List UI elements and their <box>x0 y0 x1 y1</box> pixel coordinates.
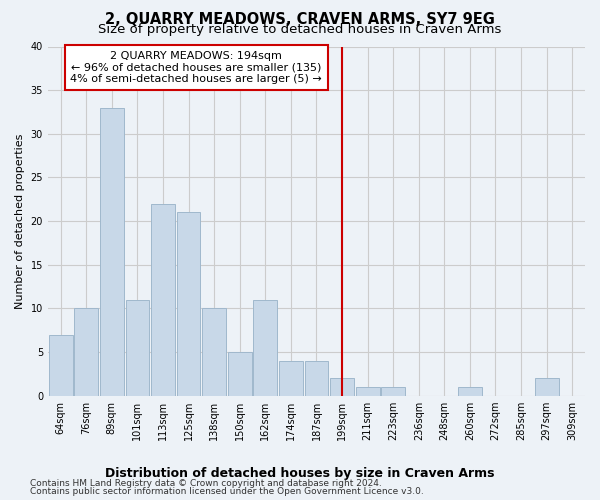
Y-axis label: Number of detached properties: Number of detached properties <box>15 134 25 309</box>
Text: Distribution of detached houses by size in Craven Arms: Distribution of detached houses by size … <box>105 468 495 480</box>
Bar <box>125 300 149 396</box>
Bar <box>381 387 405 396</box>
Text: Contains HM Land Registry data © Crown copyright and database right 2024.: Contains HM Land Registry data © Crown c… <box>30 479 382 488</box>
Text: 2 QUARRY MEADOWS: 194sqm
← 96% of detached houses are smaller (135)
4% of semi-d: 2 QUARRY MEADOWS: 194sqm ← 96% of detach… <box>70 51 322 84</box>
Bar <box>202 308 226 396</box>
Bar <box>253 300 277 396</box>
Bar <box>228 352 251 396</box>
Bar <box>279 360 303 396</box>
Bar <box>74 308 98 396</box>
Bar <box>176 212 200 396</box>
Bar <box>330 378 354 396</box>
Text: Size of property relative to detached houses in Craven Arms: Size of property relative to detached ho… <box>98 22 502 36</box>
Bar <box>356 387 380 396</box>
Bar <box>49 334 73 396</box>
Bar <box>100 108 124 396</box>
Text: 2, QUARRY MEADOWS, CRAVEN ARMS, SY7 9EG: 2, QUARRY MEADOWS, CRAVEN ARMS, SY7 9EG <box>105 12 495 28</box>
Bar <box>305 360 328 396</box>
Bar <box>458 387 482 396</box>
Bar <box>535 378 559 396</box>
Text: Contains public sector information licensed under the Open Government Licence v3: Contains public sector information licen… <box>30 486 424 496</box>
Bar <box>151 204 175 396</box>
